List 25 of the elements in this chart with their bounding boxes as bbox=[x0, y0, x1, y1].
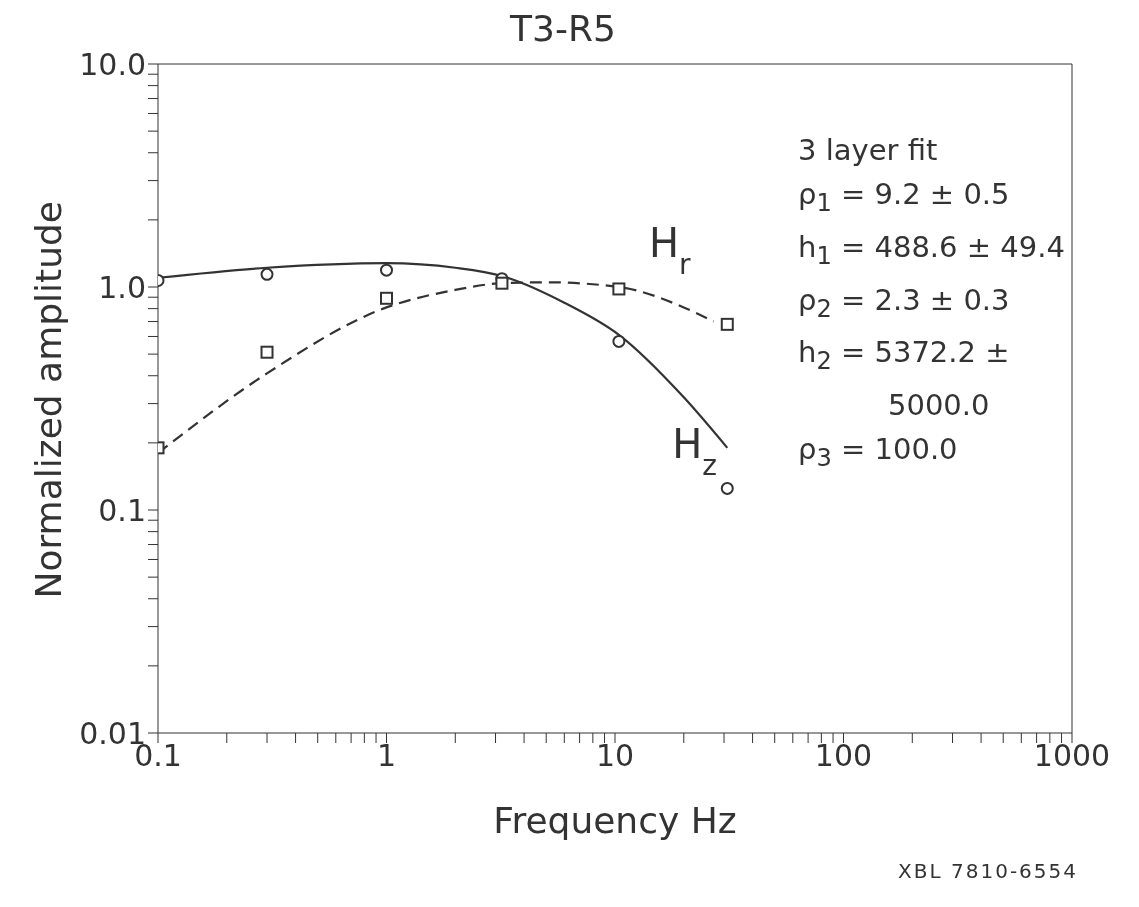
annotation: 3 layer fit bbox=[798, 132, 939, 169]
annotation: h$_{1}$ = 488.6 ± 49.4 bbox=[798, 228, 1065, 272]
annotation: ρ$_{3}$ = 100.0 bbox=[798, 431, 959, 474]
annotation: h$_{2}$ = 5372.2 ± bbox=[798, 334, 1011, 378]
y-tick-label: 0.1 bbox=[98, 492, 146, 528]
point bbox=[720, 317, 734, 331]
point bbox=[380, 291, 393, 305]
chart-title: T3-R5 bbox=[510, 8, 616, 49]
x-tick-label: 1000 bbox=[1033, 738, 1111, 774]
point bbox=[495, 276, 509, 290]
point bbox=[720, 481, 734, 495]
x-axis-title: Frequency Hz bbox=[493, 800, 737, 841]
annotation: ρ$_{2}$ = 2.3 ± 0.3 bbox=[798, 281, 1011, 325]
text: XBL 7810-6554 bbox=[898, 859, 1078, 883]
y-axis-title: Normalized amplitude bbox=[27, 200, 69, 599]
x-tick-label: 10 bbox=[595, 738, 635, 774]
y-tick-label: 1.0 bbox=[98, 269, 146, 305]
x-tick-label: 1 bbox=[376, 738, 397, 774]
x-tick-label: 100 bbox=[814, 738, 873, 774]
y-tick-label: 10.0 bbox=[79, 46, 146, 82]
point bbox=[380, 263, 393, 277]
series-label: H$_{r}$ bbox=[648, 220, 691, 281]
series-label: H$_{z}$ bbox=[672, 420, 718, 482]
annotation: 5000.0 bbox=[887, 387, 991, 425]
annotation: ρ$_{1}$ = 9.2 ± 0.5 bbox=[798, 176, 1011, 219]
